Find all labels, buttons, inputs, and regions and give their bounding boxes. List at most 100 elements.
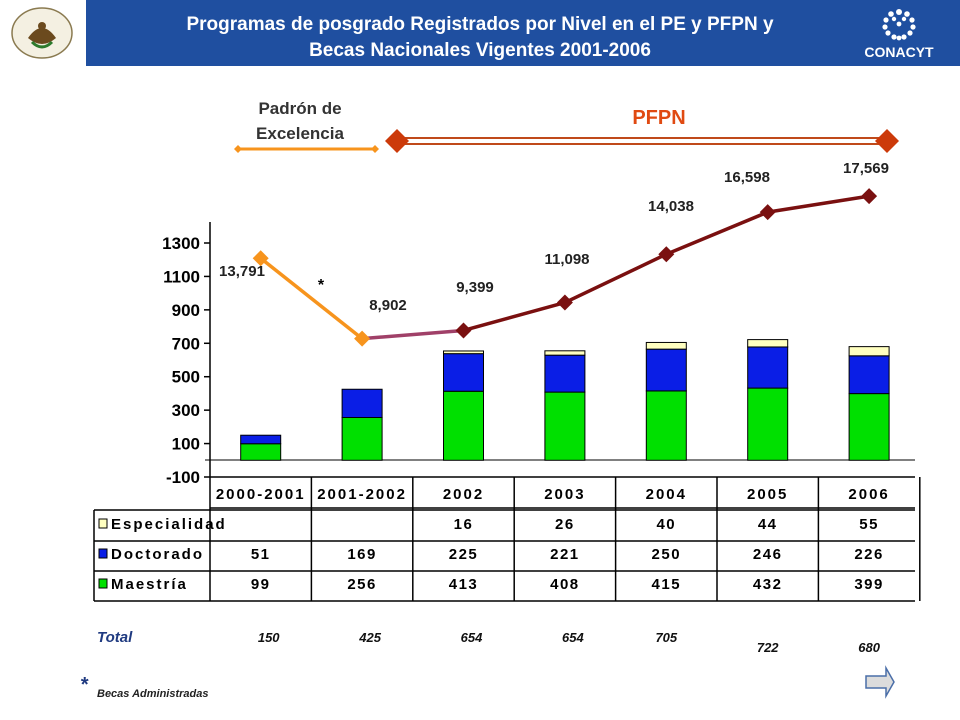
next-slide-arrow-icon[interactable] (864, 664, 896, 700)
table-header-cell: 2001-2002 (317, 486, 407, 503)
legend-label-doctorado: Doctorado (111, 546, 204, 563)
bar-doctorado (240, 434, 282, 445)
y-tick-label: 100 (172, 435, 200, 454)
bar-maestría (747, 387, 789, 461)
becas-point-marker (455, 322, 472, 339)
becas-value-label: 16,598 (724, 169, 770, 186)
bar-maestría (341, 416, 383, 461)
conacyt-logo-text: CONACYT (864, 44, 934, 60)
total-value: 425 (358, 630, 381, 645)
table-header-cell: 2004 (646, 486, 687, 503)
table-value-cell: 40 (656, 516, 676, 533)
period-pfpn-end-diamond (875, 129, 899, 153)
asterisk-mark: * (318, 277, 325, 294)
table-header-cell: 2005 (747, 486, 788, 503)
table-value-cell: 250 (652, 546, 682, 563)
table-header-cell: 2003 (544, 486, 585, 503)
y-tick-label: 300 (172, 401, 200, 420)
bar-doctorado (645, 348, 687, 392)
legend-swatch-doctorado (98, 548, 108, 559)
total-value: 722 (757, 640, 779, 655)
y-tick-label: 1300 (162, 234, 200, 253)
becas-point-marker (354, 330, 371, 347)
header: Programas de posgrado Registrados por Ni… (0, 0, 960, 66)
y-tick-label: 500 (172, 368, 200, 387)
totals-label: Total (97, 629, 133, 646)
title-band (86, 0, 960, 66)
becas-point-marker (861, 188, 878, 205)
y-tick-label: 900 (172, 301, 200, 320)
bar-especialidad (645, 341, 687, 350)
total-value: 150 (258, 630, 280, 645)
bar-especialidad (443, 350, 484, 355)
becas-point-marker (759, 204, 776, 221)
bar-doctorado (848, 355, 890, 395)
total-value: 654 (562, 630, 584, 645)
becas-point-marker (252, 250, 269, 267)
footnote-marker: * (80, 674, 89, 696)
becas-point-marker (556, 294, 573, 311)
period-pe-bar-end-left (234, 145, 242, 153)
total-value: 680 (858, 640, 880, 655)
legend-label-maestría: Maestría (111, 576, 188, 593)
table-value-cell: 51 (251, 546, 271, 563)
becas-line-segment-pfpn (767, 194, 870, 214)
y-tick-label: 700 (172, 334, 200, 353)
becas-line-segment-pfpn (463, 300, 566, 333)
bar-doctorado (544, 354, 586, 393)
table-value-cell: 16 (454, 516, 474, 533)
bar-doctorado (747, 346, 789, 389)
becas-line-segment-transition (361, 328, 464, 341)
bar-especialidad (544, 350, 586, 356)
title-line-2: Becas Nacionales Vigentes 2001-2006 (309, 40, 651, 61)
becas-value-label: 13,791 (219, 263, 265, 280)
bar-maestría (645, 390, 687, 461)
table-header-cell: 2006 (848, 486, 889, 503)
mexican-coat-of-arms-icon (11, 7, 73, 59)
bar-doctorado (341, 388, 383, 418)
becas-value-label: 11,098 (544, 251, 589, 268)
table-value-cell: 221 (550, 546, 580, 563)
total-value: 705 (655, 630, 677, 645)
becas-value-label: 9,399 (456, 279, 494, 296)
becas-value-label: 8,902 (369, 297, 407, 314)
becas-line-segment-pfpn (665, 210, 769, 256)
bar-maestría (240, 443, 282, 461)
table-value-cell: 413 (449, 576, 479, 593)
table-value-cell: 256 (347, 576, 377, 593)
bar-doctorado (443, 353, 484, 392)
becas-value-label: 17,569 (843, 160, 889, 177)
table-value-cell: 169 (347, 546, 377, 563)
footnote-text: Becas Administradas (97, 688, 208, 700)
table-header-cell: 2000-2001 (216, 486, 306, 503)
bar-especialidad (848, 346, 890, 357)
becas-line-segment-pe (259, 256, 364, 341)
bar-maestría (443, 390, 484, 461)
table-header-cell: 2002 (443, 486, 484, 503)
conacyt-logo: CONACYT (864, 9, 934, 60)
bar-maestría (848, 393, 890, 461)
bar-especialidad (747, 339, 789, 348)
period-pfpn-start-diamond (385, 129, 409, 153)
table-value-cell: 99 (251, 576, 271, 593)
period-pe-label-line2: Excelencia (256, 124, 344, 143)
period-pfpn-label: PFPN (632, 107, 685, 129)
y-tick-label: 1100 (163, 267, 200, 286)
becas-value-label: 14,038 (648, 198, 694, 215)
table-value-cell: 55 (859, 516, 879, 533)
bar-maestría (544, 391, 586, 461)
legend-swatch-maestría (98, 578, 108, 589)
title-line-1: Programas de posgrado Registrados por Ni… (186, 14, 774, 35)
table-value-cell: 26 (555, 516, 575, 533)
table-value-cell: 225 (449, 546, 479, 563)
becas-line-segment-pfpn (564, 252, 668, 305)
table-value-cell: 415 (652, 576, 682, 593)
table-value-cell: 432 (753, 576, 783, 593)
y-tick-label: -100 (166, 468, 200, 487)
table-value-cell: 408 (550, 576, 580, 593)
table-value-cell: 399 (854, 576, 884, 593)
legend-label-especialidad: Especialidad (111, 516, 227, 533)
table-value-cell: 226 (854, 546, 884, 563)
period-pe-label-line1: Padrón de (258, 99, 341, 118)
